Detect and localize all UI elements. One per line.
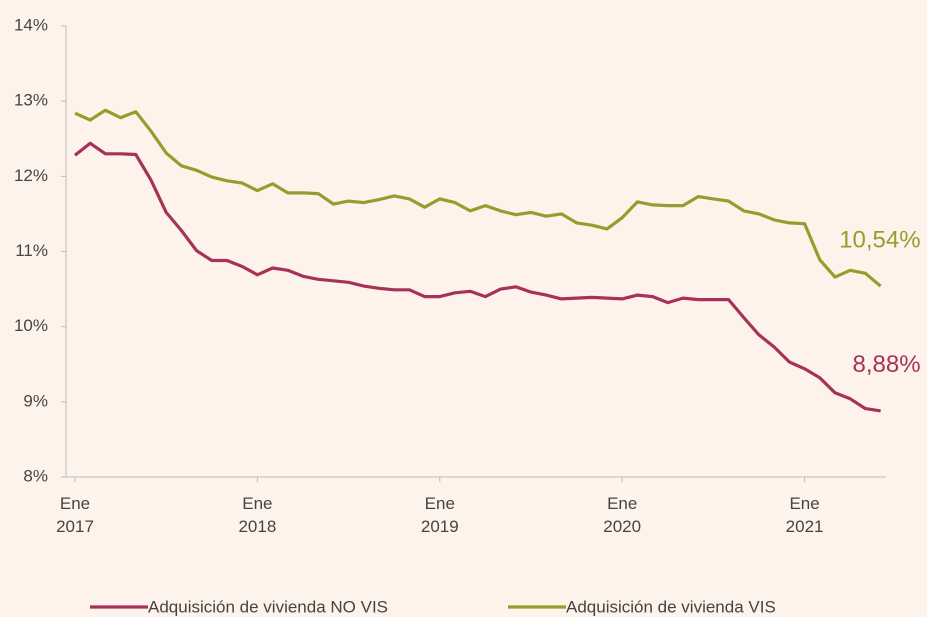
x-tick-label: Ene 2018: [238, 494, 277, 536]
y-tick-label: 14%: [14, 15, 48, 34]
legend-label: Adquisición de vivienda NO VIS: [148, 597, 388, 616]
y-tick-label: 13%: [14, 91, 48, 110]
end-label: 10,54%: [839, 226, 920, 253]
series-line: [74, 141, 881, 413]
y-tick-label: 10%: [14, 316, 48, 335]
x-tick-label: Ene 2019: [420, 494, 459, 536]
legend-label: Adquisición de vivienda VIS: [566, 597, 776, 616]
series-line: [74, 108, 882, 288]
end-label: 8,88%: [853, 351, 921, 378]
y-tick-label: 9%: [23, 391, 48, 410]
x-tick-label: Ene 2020: [603, 494, 642, 536]
y-tick-label: 12%: [14, 166, 48, 185]
y-tick-label: 11%: [15, 241, 48, 260]
x-tick-label: Ene 2017: [56, 494, 94, 536]
y-tick-label: 8%: [23, 466, 48, 485]
x-tick-label: Ene 2021: [785, 494, 824, 536]
